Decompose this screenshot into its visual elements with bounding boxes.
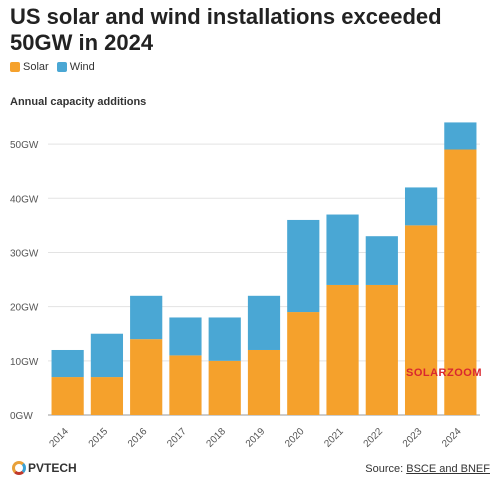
y-tick-label-1: 10GW <box>10 357 39 368</box>
legend-item-wind: Wind <box>56 61 95 73</box>
bar-solar-2020 <box>287 312 320 415</box>
bar-solar-2018 <box>208 360 241 415</box>
legend-swatch-solar <box>10 62 20 72</box>
x-tick-label-2024: 2024 <box>440 426 464 450</box>
bar-wind-2018 <box>208 317 241 361</box>
x-tick-label-2018: 2018 <box>205 426 229 450</box>
bar-wind-2014 <box>51 349 84 378</box>
source-note: Source: BSCE and BNEF <box>365 463 490 475</box>
bar-solar-2024 <box>444 149 477 415</box>
chart-title: US solar and wind installations exceeded… <box>10 4 442 55</box>
legend-item-solar: Solar <box>10 61 49 73</box>
bar-solar-2014 <box>51 377 84 415</box>
y-tick-label-3: 30GW <box>10 248 39 259</box>
pvtech-logo-icon <box>12 461 26 475</box>
y-tick-label-0: 0GW <box>10 411 33 422</box>
bar-wind-2024 <box>444 122 477 150</box>
x-tick-label-2019: 2019 <box>244 426 268 450</box>
bar-solar-2023 <box>404 225 438 415</box>
bar-solar-2021 <box>326 284 359 415</box>
bar-solar-2022 <box>365 284 398 415</box>
source-link[interactable]: BSCE and BNEF <box>406 463 490 475</box>
x-tick-label-2020: 2020 <box>283 426 307 450</box>
bar-wind-2021 <box>326 214 359 285</box>
legend-label-wind: Wind <box>69 61 95 73</box>
bar-wind-2022 <box>365 236 398 285</box>
y-tick-label-4: 40GW <box>10 194 39 205</box>
bar-wind-2016 <box>130 295 163 340</box>
bar-solar-2019 <box>247 349 281 415</box>
bar-solar-2015 <box>90 377 124 415</box>
chart-subtitle: Annual capacity additions <box>10 96 147 108</box>
x-tick-label-2022: 2022 <box>362 426 386 450</box>
x-tick-label-2023: 2023 <box>401 426 425 450</box>
source-prefix: Source: <box>365 463 404 475</box>
bar-wind-2023 <box>404 187 438 226</box>
legend-swatch-wind <box>56 62 67 72</box>
y-tick-label-5: 50GW <box>10 140 39 151</box>
x-tick-label-2021: 2021 <box>322 426 346 450</box>
legend-label-solar: Solar <box>23 61 49 73</box>
watermark: SOLARZOOM <box>406 367 482 379</box>
bar-wind-2020 <box>287 219 320 313</box>
y-tick-label-2: 20GW <box>10 303 39 314</box>
x-tick-label-2014: 2014 <box>47 426 71 450</box>
x-tick-label-2016: 2016 <box>126 426 150 450</box>
bar-wind-2017 <box>169 317 202 356</box>
pvtech-logo-text: PVTECH <box>28 461 77 475</box>
bar-wind-2019 <box>247 295 281 350</box>
legend: Solar Wind <box>10 61 103 73</box>
bar-wind-2015 <box>90 333 124 378</box>
x-tick-label-2015: 2015 <box>87 426 111 450</box>
bar-solar-2016 <box>130 339 163 415</box>
bar-solar-2017 <box>169 355 202 415</box>
x-tick-label-2017: 2017 <box>165 426 189 450</box>
pvtech-logo: PVTECH <box>12 461 77 475</box>
